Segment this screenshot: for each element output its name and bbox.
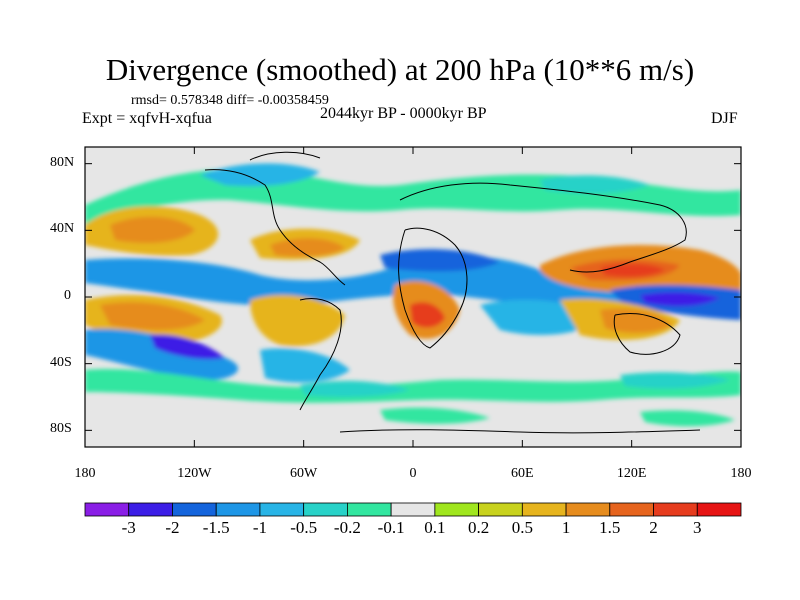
y-axis-label: 80S [50, 421, 72, 437]
colorbar-label: -0.2 [333, 518, 361, 537]
coastlines [204, 151, 701, 434]
x-axis-label: 180 [74, 466, 96, 481]
colorbar-label: -0.1 [377, 518, 405, 537]
y-axis-label: 40S [50, 354, 72, 370]
y-ticks [85, 163, 741, 431]
contour-field [85, 147, 741, 447]
x-axis-label: 60E [511, 466, 534, 481]
y-axis-label: 40N [50, 221, 75, 237]
x-axis-label: 120W [177, 466, 212, 481]
y-axis-label: 80N [50, 154, 75, 170]
experiment-label: Expt = xqfvH-xqfua [82, 110, 212, 127]
rmsd-diff-stats: rmsd= 0.578348 diff= -0.00358459 [131, 93, 329, 108]
colorbar-box [521, 502, 567, 517]
colorbar-label: -1.5 [202, 518, 230, 537]
colorbar-box [259, 502, 305, 517]
colorbar-label: 1.5 [599, 518, 621, 537]
x-axis-label: 0 [409, 466, 417, 481]
colorbar-box [434, 502, 480, 517]
colorbar-label: -0.5 [290, 518, 318, 537]
colorbar-label: 0.1 [424, 518, 446, 537]
x-ticks [84, 147, 742, 447]
colorbar-box [696, 502, 742, 517]
colorbar-label: -1 [252, 518, 268, 537]
colorbar-box [609, 502, 654, 517]
colorbar-box [84, 502, 130, 517]
x-axis-label: 180 [730, 466, 752, 481]
colorbar-label: 2 [649, 518, 658, 537]
x-axis-label: 120E [616, 466, 647, 481]
colorbar-label: -2 [165, 518, 180, 537]
colorbar-box [215, 502, 261, 517]
colorbar-box [128, 502, 173, 517]
colorbar-box [390, 502, 436, 517]
colorbar-box [172, 502, 217, 517]
colorbar-label: 0.5 [511, 518, 533, 537]
period-label: 2044kyr BP - 0000kyr BP [320, 105, 487, 122]
colorbar-label: 1 [561, 518, 571, 537]
colorbar-label: -3 [121, 518, 136, 537]
y-axis-label: 0 [64, 288, 71, 303]
colorbar-box [303, 502, 348, 517]
colorbar-box [346, 502, 392, 517]
colorbar-label: 0.2 [467, 518, 490, 537]
x-axis-label: 60W [290, 466, 318, 481]
colorbar-box [565, 502, 611, 517]
colorbar-label: 3 [693, 518, 702, 537]
season-label: DJF [711, 110, 738, 127]
plot-title: Divergence (smoothed) at 200 hPa (10**6 … [105, 52, 695, 87]
colorbar [84, 502, 742, 517]
colorbar-box [478, 502, 523, 517]
colorbar-box [653, 502, 698, 517]
